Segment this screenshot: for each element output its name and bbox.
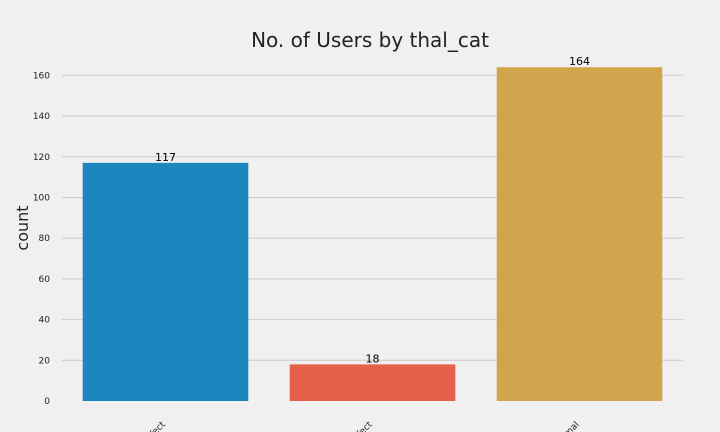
y-tick-label-60: 60 — [39, 275, 51, 285]
bar-2 — [496, 67, 663, 401]
x-tick-labels: defect defect normal — [140, 420, 581, 432]
x-tick-label-0: defect — [140, 420, 168, 432]
y-tick-label-20: 20 — [39, 356, 51, 366]
y-tick-label-160: 160 — [33, 71, 50, 81]
x-tick-label-2: normal — [552, 420, 581, 432]
y-tick-label-140: 140 — [33, 112, 50, 122]
bars — [82, 67, 663, 401]
data-label-1: 18 — [366, 352, 380, 365]
x-tick-label-1: defect — [347, 420, 375, 432]
y-axis-label: count — [13, 205, 32, 250]
data-labels: 117 18 164 — [155, 55, 590, 365]
chart-title: No. of Users by thal_cat — [251, 28, 489, 52]
y-tick-label-100: 100 — [33, 193, 50, 203]
y-tick-label-0: 0 — [44, 397, 50, 407]
y-tick-label-40: 40 — [39, 316, 51, 326]
y-tick-labels: 0 20 40 60 80 100 120 140 160 — [33, 71, 50, 407]
bar-0 — [82, 162, 249, 401]
y-tick-label-80: 80 — [39, 234, 51, 244]
bar-1 — [289, 364, 456, 401]
data-label-0: 117 — [155, 151, 176, 164]
data-label-2: 164 — [569, 55, 590, 68]
y-tick-label-120: 120 — [33, 153, 50, 163]
